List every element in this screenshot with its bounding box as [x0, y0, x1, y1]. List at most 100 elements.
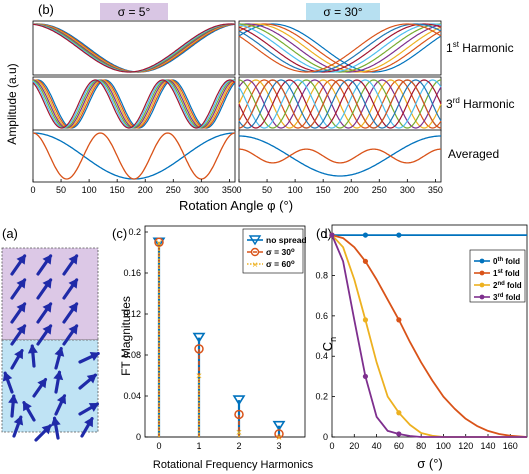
x-tick-label: 0	[156, 441, 161, 451]
panel-b-plots: 0 50 100 150 200 250 300 350 0 50 100 150 200 250 300 3…	[30, 20, 443, 195]
arrow-head	[89, 351, 100, 362]
panel-d-ylabel: Cn	[320, 337, 338, 351]
arrow-icon	[53, 370, 64, 394]
x-tick-label: 250	[166, 185, 181, 195]
x-tick-label: 200	[344, 185, 359, 195]
x-tick-label: 150	[316, 185, 331, 195]
arrow-icon	[36, 254, 53, 276]
y-tick-label: 0.4	[315, 351, 328, 361]
harmonic-curve	[238, 23, 442, 73]
arrow-head	[8, 394, 19, 404]
legend-label: σ = 60o	[266, 259, 295, 269]
arrow-icon	[10, 348, 24, 370]
subplot-frame	[238, 129, 442, 183]
x-tick-label: 60	[394, 441, 404, 451]
y-tick-label: 0.2	[315, 392, 328, 402]
legend-marker	[479, 294, 485, 300]
fold-marker	[396, 431, 402, 437]
averaged-curve	[239, 148, 441, 164]
stem-marker-circle	[274, 429, 284, 439]
x-tick-label: 140	[480, 441, 495, 451]
harmonic-curve	[238, 79, 442, 129]
fold-marker	[362, 232, 369, 238]
arrow-head	[54, 346, 65, 357]
arrow-icon	[27, 344, 38, 368]
averaged-curve	[239, 135, 441, 177]
x-tick-label: 250	[372, 185, 387, 195]
stem-marker-x: ×	[236, 427, 242, 439]
fold-marker	[396, 317, 402, 323]
arrow-icon	[12, 415, 24, 438]
arrow-head	[50, 416, 61, 427]
harmonic-curve	[238, 23, 442, 73]
arrow-head	[68, 302, 78, 313]
y-tick-label: 1	[323, 230, 328, 240]
arrow-head	[53, 370, 64, 381]
harmonic-curve	[32, 79, 236, 129]
sigma30-title-bg	[306, 3, 380, 20]
arrow-head	[16, 324, 26, 335]
harmonic-curve	[238, 79, 442, 129]
fold-marker	[362, 373, 369, 380]
arrow-icon	[78, 373, 97, 390]
x-tick-label: 300	[194, 185, 209, 195]
legend-label: 2nd fold	[493, 281, 522, 290]
legend-circle	[250, 247, 260, 257]
arrow-head	[16, 302, 26, 313]
arrow-head	[68, 254, 78, 265]
x-tick-label: 0	[30, 185, 35, 195]
stem-marker-triangle	[192, 332, 206, 344]
y-tick-label: 0.08	[123, 350, 141, 360]
arrow-icon	[32, 377, 48, 398]
legend-box	[469, 249, 526, 303]
arrow-icon	[10, 324, 27, 346]
stem-marker-x: ×	[156, 237, 162, 249]
arrow-icon	[54, 346, 65, 370]
x-tick-label: 50	[262, 185, 272, 195]
arrow-icon	[78, 351, 100, 364]
arrow-icon	[36, 278, 53, 300]
arrow-icon	[62, 302, 79, 324]
legend-marker	[479, 258, 485, 264]
arrow-icon	[62, 278, 79, 300]
legend-marker	[479, 270, 485, 276]
arrow-head	[42, 324, 52, 335]
panel-b-subplot	[238, 76, 442, 132]
subplot-frame	[32, 76, 236, 132]
arrow-head	[14, 348, 23, 360]
harmonic-curve	[238, 23, 442, 73]
x-tick-label: 80	[416, 441, 426, 451]
panel-b-ylabel: Amplitude (a.u)	[5, 63, 19, 144]
y-tick-label: 0	[136, 432, 141, 442]
stem-marker-circle	[154, 237, 164, 247]
fold-marker	[362, 258, 369, 264]
panel-a-label: (a)	[2, 226, 18, 241]
legend-label: no spread	[266, 235, 307, 245]
y-tick-label: 0.04	[123, 391, 141, 401]
arrow-head	[13, 415, 24, 426]
arrow-icon	[62, 254, 79, 276]
harmonic-curve	[32, 79, 236, 129]
panel-b-subplot	[32, 76, 236, 132]
fold-marker	[362, 317, 369, 323]
stem-marker-circle	[194, 344, 204, 354]
x-tick-label: 50	[56, 185, 66, 195]
arrow-icon	[36, 324, 53, 346]
legend-label: 0th fold	[493, 257, 520, 266]
sigma30-title: σ = 30°	[323, 5, 362, 19]
x-tick-label: 200	[138, 185, 153, 195]
arrow-icon	[54, 394, 67, 416]
arrow-icon	[36, 302, 53, 324]
arrow-head	[56, 394, 67, 405]
x-tick-label: 150	[110, 185, 125, 195]
arrow-icon	[2, 371, 14, 394]
row-label-3rd-harmonic: 3rd Harmonic	[446, 96, 515, 111]
legend-triangle	[248, 235, 262, 246]
arrow-head	[68, 278, 78, 289]
legend-label: 1st fold	[493, 269, 520, 278]
panel-d-xlabel: σ (°)	[417, 456, 443, 471]
x-tick-label: 0	[236, 185, 241, 195]
x-tick-label: 100	[288, 185, 303, 195]
